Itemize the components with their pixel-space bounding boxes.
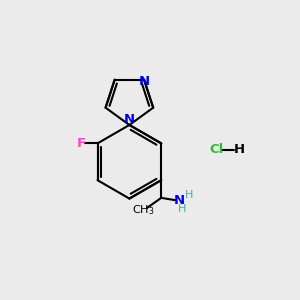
Text: H: H — [234, 143, 245, 157]
Text: Cl: Cl — [209, 143, 224, 157]
Text: F: F — [77, 137, 86, 150]
Text: H: H — [178, 204, 187, 214]
Text: N: N — [174, 194, 185, 207]
Text: CH$_3$: CH$_3$ — [132, 203, 154, 217]
Text: N: N — [124, 113, 135, 126]
Text: N: N — [139, 75, 150, 88]
Text: H: H — [185, 190, 193, 200]
